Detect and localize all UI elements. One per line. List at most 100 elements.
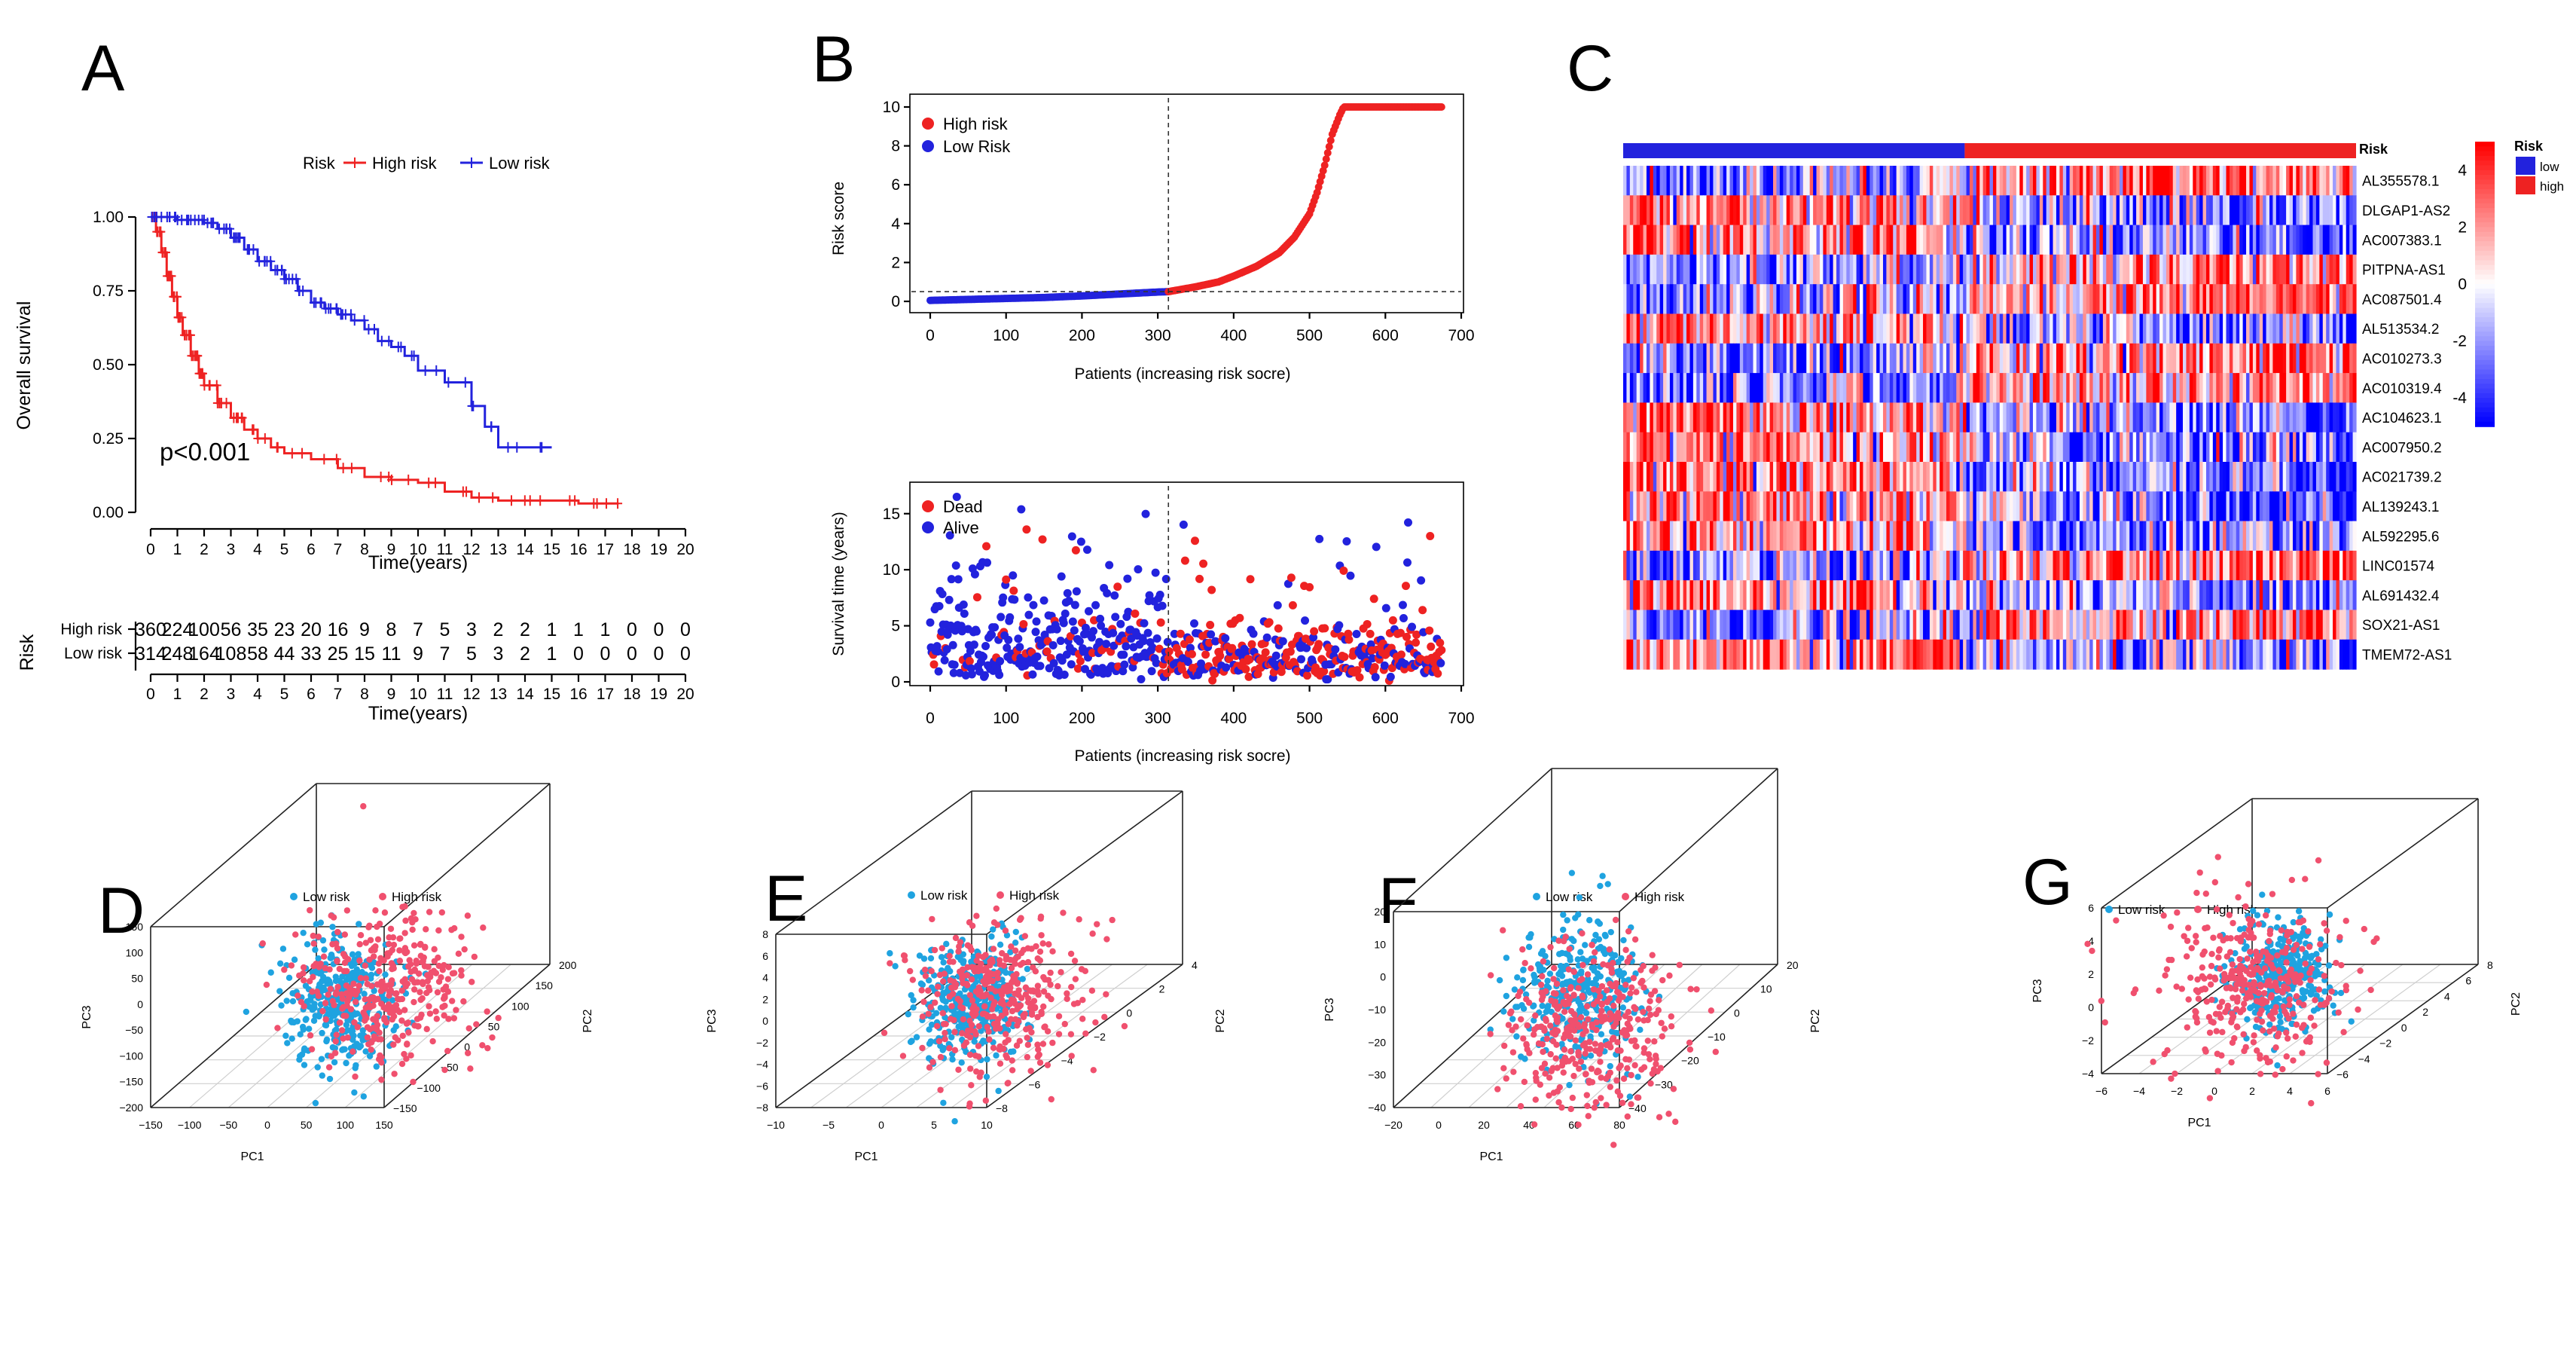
- heatmap-cell: [1906, 521, 1910, 552]
- heatmap-cell: [2076, 432, 2080, 463]
- heatmap-cell: [2309, 491, 2314, 522]
- heatmap-cell: [1636, 343, 1641, 374]
- heatmap-cell: [1963, 402, 1967, 433]
- heatmap-cell: [2322, 166, 2327, 196]
- heatmap-cell: [2336, 550, 2340, 581]
- heatmap-cell: [1889, 313, 1894, 344]
- heatmap-cell: [2296, 254, 2300, 285]
- heatmap-cell: [1826, 225, 1830, 255]
- heatmap-cell: [1813, 313, 1818, 344]
- heatmap-cell: [1799, 373, 1804, 403]
- heatmap-cell: [2229, 462, 2233, 492]
- heatmap-cell: [1903, 580, 1907, 611]
- heatmap-cell: [2279, 225, 2284, 255]
- heatmap-cell: [2266, 166, 2270, 196]
- heatmap-cell: [2263, 491, 2267, 522]
- annotation-bar-low: [1623, 143, 1965, 158]
- heatmap-cell: [1943, 195, 1947, 226]
- heatmap-cell: [1823, 195, 1827, 226]
- heatmap-cell: [1703, 521, 1708, 552]
- heatmap-cell: [1786, 432, 1790, 463]
- heatmap-cell: [2339, 284, 2343, 315]
- heatmap-cell: [2083, 580, 2087, 611]
- heatmap-cell: [2263, 521, 2267, 552]
- heatmap-cell: [1912, 284, 1917, 315]
- survival-point-dead: [1305, 582, 1314, 591]
- heatmap-cell: [2219, 313, 2223, 344]
- heatmap-cell: [1992, 254, 1997, 285]
- heatmap-cell: [2123, 402, 2127, 433]
- heatmap-cell: [1982, 343, 1987, 374]
- heatmap-cell: [1689, 432, 1694, 463]
- heatmap-cell: [1823, 462, 1827, 492]
- heatmap-cell: [1626, 432, 1631, 463]
- heatmap-cell: [1786, 462, 1790, 492]
- heatmap-cell: [2019, 580, 2024, 611]
- heatmap-cell: [1959, 580, 1964, 611]
- survival-point-alive: [1006, 613, 1015, 622]
- heatmap-cell: [2079, 254, 2083, 285]
- heatmap-cell: [2299, 225, 2303, 255]
- heatmap-cell: [1796, 313, 1801, 344]
- heatmap-cell: [1736, 432, 1741, 463]
- heatmap-cell: [2053, 402, 2057, 433]
- heatmap-cell: [1713, 284, 1717, 315]
- heatmap-cell: [2322, 491, 2327, 522]
- heatmap-cell: [2043, 284, 2047, 315]
- heatmap-cell: [2229, 402, 2233, 433]
- heatmap-cell: [2246, 402, 2251, 433]
- heatmap-cell: [1796, 491, 1801, 522]
- heatmap-cell: [1952, 521, 1957, 552]
- heatmap-cell: [2183, 166, 2187, 196]
- heatmap-cell: [2099, 491, 2104, 522]
- heatmap-cell: [1896, 550, 1900, 581]
- heatmap-cell: [2226, 580, 2230, 611]
- heatmap-cell: [2059, 491, 2064, 522]
- km-x-tick-label: 16: [569, 541, 587, 558]
- heatmap-cell: [1663, 432, 1668, 463]
- km-x-tick-label: 18: [623, 541, 640, 558]
- heatmap-cell: [2309, 373, 2314, 403]
- heatmap-cell: [1629, 284, 1634, 315]
- heatmap-cell: [1763, 343, 1767, 374]
- heatmap-cell: [1629, 254, 1634, 285]
- heatmap-cell: [1689, 195, 1694, 226]
- km-x-tick-label: 7: [334, 541, 343, 558]
- heatmap-cell: [1863, 462, 1867, 492]
- survival-point-alive: [1082, 545, 1091, 555]
- heatmap-cell: [1903, 432, 1907, 463]
- heatmap-cell: [1673, 313, 1677, 344]
- heatmap-cell: [1900, 550, 1904, 581]
- heatmap-cell: [1976, 402, 1980, 433]
- heatmap-cell: [2329, 491, 2333, 522]
- heatmap-cell: [2199, 491, 2204, 522]
- heatmap-cell: [2099, 195, 2104, 226]
- heatmap-cell: [2010, 166, 2014, 196]
- heatmap-cell: [2189, 432, 2193, 463]
- heatmap-cell: [1783, 521, 1787, 552]
- heatmap-cell: [1963, 225, 1967, 255]
- heatmap-cell: [2019, 373, 2024, 403]
- heatmap-cell: [2183, 521, 2187, 552]
- heatmap-cell: [1743, 343, 1747, 374]
- heatmap-cell: [1872, 462, 1877, 492]
- heatmap-cell: [2236, 225, 2240, 255]
- heatmap-cell: [1746, 521, 1750, 552]
- heatmap-cell: [1846, 550, 1851, 581]
- heatmap-cell: [2252, 373, 2257, 403]
- heatmap-cell: [2189, 343, 2193, 374]
- heatmap-cell: [2349, 313, 2354, 344]
- risk-legend-label: High risk: [943, 115, 1009, 133]
- heatmap-cell: [1976, 254, 1980, 285]
- heatmap-cell: [2319, 284, 2324, 315]
- heatmap-cell: [2326, 432, 2330, 463]
- heatmap-cell: [1889, 432, 1894, 463]
- heatmap-cell: [2010, 284, 2014, 315]
- heatmap-cell: [2119, 313, 2124, 344]
- heatmap-cell: [1909, 521, 1914, 552]
- heatmap-cell: [2233, 550, 2237, 581]
- heatmap-cell: [2296, 313, 2300, 344]
- heatmap-cell: [1846, 254, 1851, 285]
- survival-point-alive: [934, 667, 943, 676]
- heatmap-cell: [2139, 432, 2144, 463]
